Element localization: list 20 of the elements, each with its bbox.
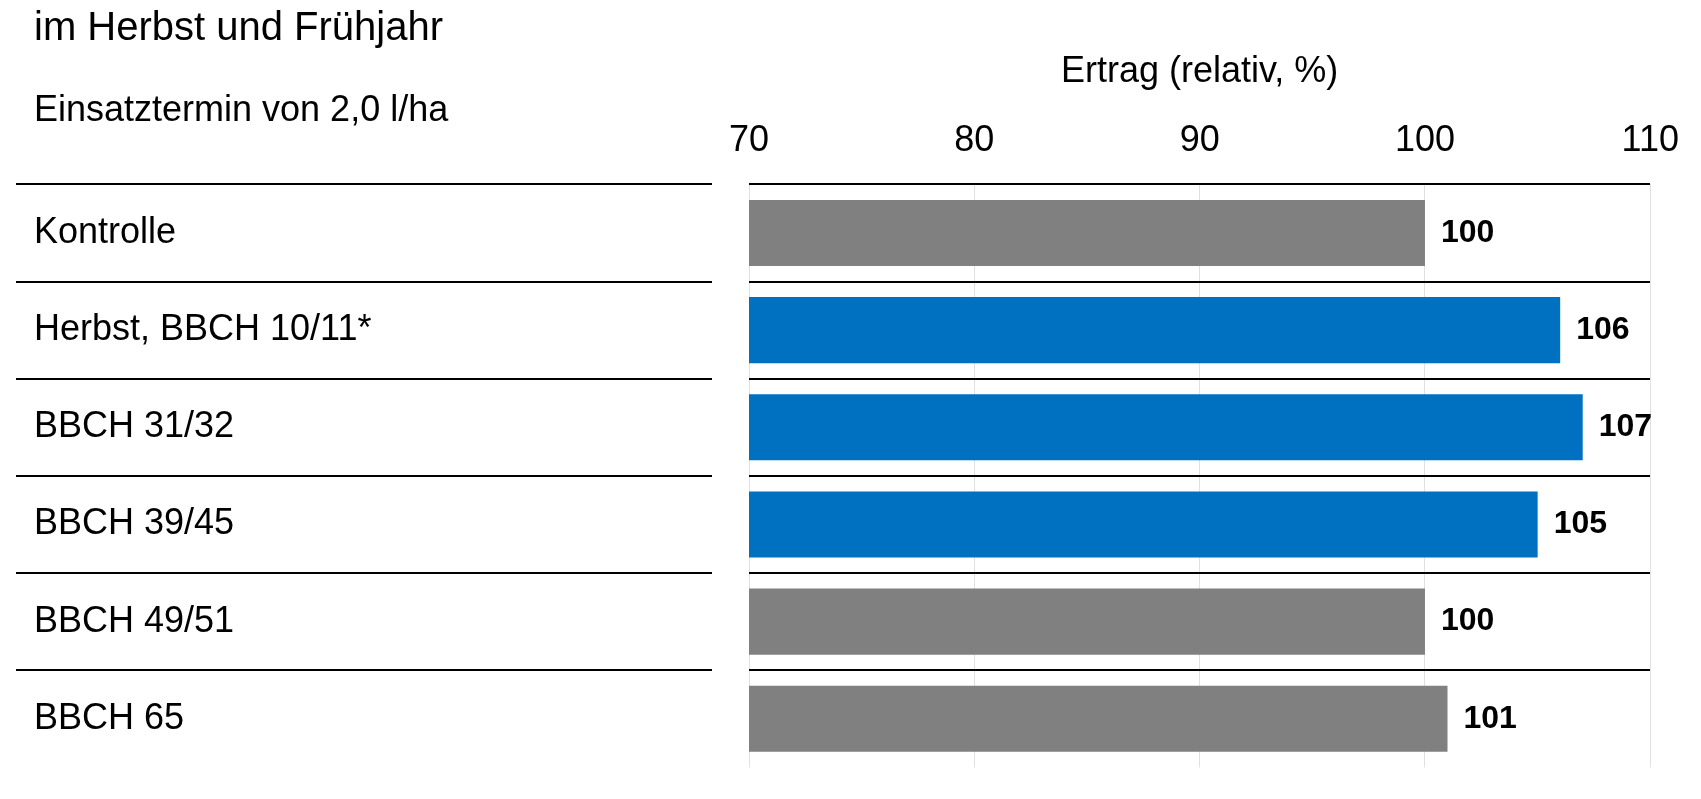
y-tick-label: BBCH 65 xyxy=(34,695,185,737)
y-tick-label: BBCH 39/45 xyxy=(34,501,235,543)
data-label: 100 xyxy=(1440,212,1495,249)
y-tick-label: BBCH 31/32 xyxy=(34,404,235,446)
y-axis-title: Einsatztermin von 2,0 l/ha xyxy=(34,88,449,130)
chart-title: im Herbst und Frühjahr xyxy=(34,4,444,49)
x2-tick-label: 70 xyxy=(728,117,770,159)
x2-tick-label: 110 xyxy=(1621,117,1680,159)
data-label: 100 xyxy=(1440,601,1495,638)
x2-axis-title: Ertrag (relativ, %) xyxy=(1060,48,1339,90)
data-label: 101 xyxy=(1463,698,1517,735)
x2-tick-label: 80 xyxy=(954,117,995,159)
y-tick-label: Kontrolle xyxy=(34,209,177,251)
data-label: 106 xyxy=(1576,309,1630,346)
x2-tick-label: 90 xyxy=(1179,117,1220,159)
data-label: 107 xyxy=(1598,407,1653,444)
data-label: 105 xyxy=(1553,504,1608,541)
x2-tick-label: 100 xyxy=(1394,117,1456,159)
y-tick-label: Herbst, BBCH 10/11* xyxy=(34,307,372,349)
y-tick-label: BBCH 49/51 xyxy=(34,598,235,640)
